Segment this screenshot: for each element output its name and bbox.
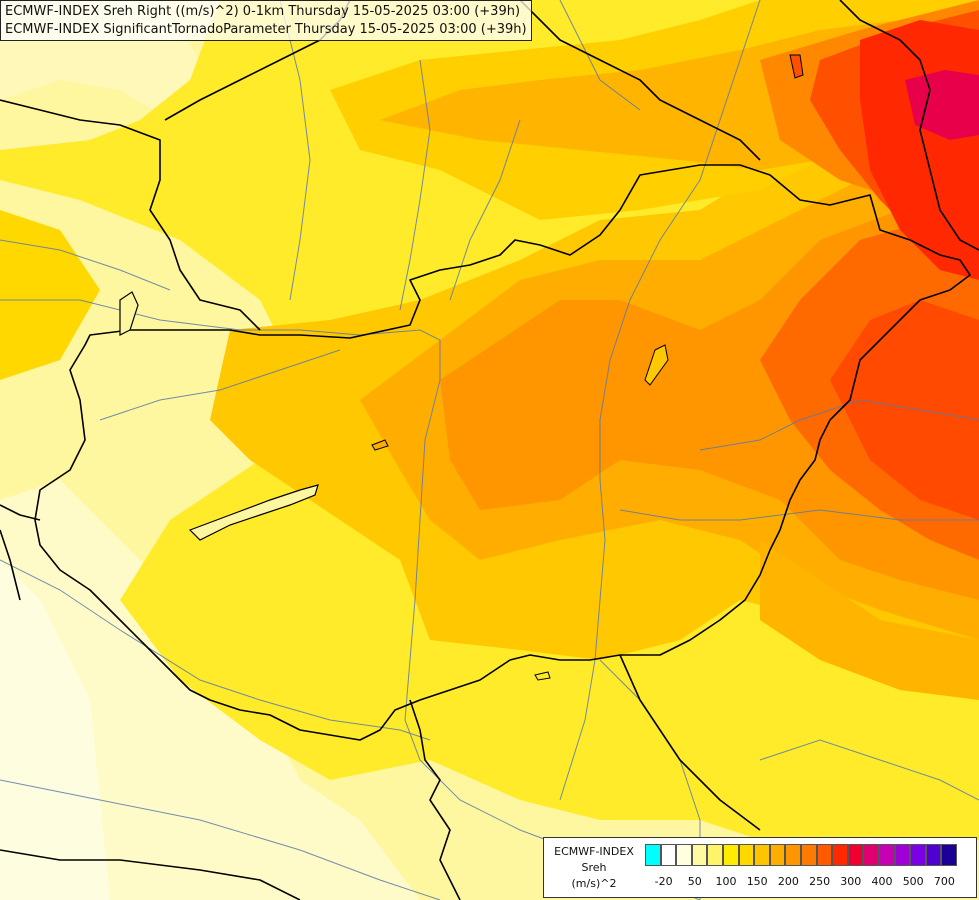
- lake-small-1: [371, 439, 389, 451]
- river-hron: [449, 119, 521, 301]
- lake-small-2: [534, 671, 551, 681]
- river-tisza: [559, 0, 761, 801]
- legend-swatch: [910, 844, 926, 866]
- border-croatia-serbia: [409, 699, 461, 900]
- legend-swatch: [800, 844, 817, 866]
- border-hungary: [34, 164, 971, 741]
- legend-swatch: [863, 844, 879, 866]
- legend-swatch: [832, 844, 848, 866]
- legend-swatch: [754, 844, 770, 866]
- color-legend: ECMWF-INDEX Sreh (m/s)^2 -20 50 100 150 200 2…: [543, 837, 977, 898]
- legend-swatch: [691, 844, 708, 866]
- legend-swatch: [878, 844, 895, 866]
- legend-model: ECMWF-INDEX: [554, 845, 634, 858]
- legend-tick-label: 250: [809, 875, 831, 888]
- river-danube: [0, 299, 701, 900]
- legend-variable: Sreh: [581, 861, 607, 874]
- river-drava: [0, 559, 431, 741]
- river-south-2: [759, 739, 979, 801]
- field-orange-south: [760, 540, 979, 700]
- lake-small-3: [789, 54, 804, 79]
- legend-swatches: [645, 844, 957, 866]
- river-somes: [699, 399, 979, 451]
- legend-tick-label: 700: [933, 875, 955, 888]
- border-austria-slov: [0, 504, 41, 521]
- field-pale-sw: [0, 560, 110, 900]
- legend-swatch: [941, 844, 957, 866]
- river-vah: [399, 59, 431, 311]
- legend-ticks: -20 50 100 150 200 250 300 400 500 700: [645, 875, 973, 891]
- lake-neusiedl: [119, 291, 139, 336]
- title-stp: ECMWF-INDEX SignificantTornadoParameter …: [5, 22, 527, 37]
- legend-swatch: [645, 844, 661, 866]
- legend-tick-label: 100: [715, 875, 737, 888]
- field-gold: [0, 210, 100, 380]
- legend-swatch: [676, 844, 692, 866]
- border-west: [0, 529, 21, 601]
- border-romania-serbia: [619, 654, 761, 831]
- legend-tick-label: 50: [687, 875, 702, 888]
- legend-swatch: [738, 844, 755, 866]
- legend-tick-label: 500: [902, 875, 924, 888]
- legend-tick-label: -20: [654, 875, 673, 888]
- legend-tick-label: 400: [871, 875, 893, 888]
- legend-swatch: [722, 844, 739, 866]
- field-magenta: [905, 70, 979, 140]
- legend-swatch: [847, 844, 864, 866]
- border-poland-slovak-2: [519, 0, 761, 161]
- legend-unit: (m/s)^2: [571, 877, 617, 890]
- legend-swatch: [769, 844, 786, 866]
- map-title-box: ECMWF-INDEX Sreh Right ((m/s)^2) 0-1km T…: [0, 0, 532, 41]
- legend-title: ECMWF-INDEX Sreh (m/s)^2: [546, 844, 642, 892]
- legend-swatch: [894, 844, 911, 866]
- river-raba: [99, 349, 341, 421]
- river-west-1: [0, 239, 171, 291]
- river-sava: [0, 779, 441, 900]
- lake-balaton: [188, 484, 319, 541]
- border-sw: [0, 849, 301, 900]
- field-red-2: [830, 300, 979, 520]
- title-sreh: ECMWF-INDEX Sreh Right ((m/s)^2) 0-1km T…: [5, 4, 521, 19]
- legend-swatch: [925, 844, 942, 866]
- river-mures: [619, 509, 979, 521]
- legend-swatch: [660, 844, 677, 866]
- lake-small-4: [644, 344, 669, 386]
- river-vistula: [559, 0, 641, 111]
- legend-tick-label: 300: [840, 875, 862, 888]
- legend-swatch: [785, 844, 801, 866]
- border-ukraine: [839, 0, 979, 251]
- border-czech-slovak: [0, 99, 261, 331]
- legend-tick-label: 150: [746, 875, 768, 888]
- legend-swatch: [707, 844, 723, 866]
- legend-swatch: [816, 844, 833, 866]
- legend-tick-label: 200: [777, 875, 799, 888]
